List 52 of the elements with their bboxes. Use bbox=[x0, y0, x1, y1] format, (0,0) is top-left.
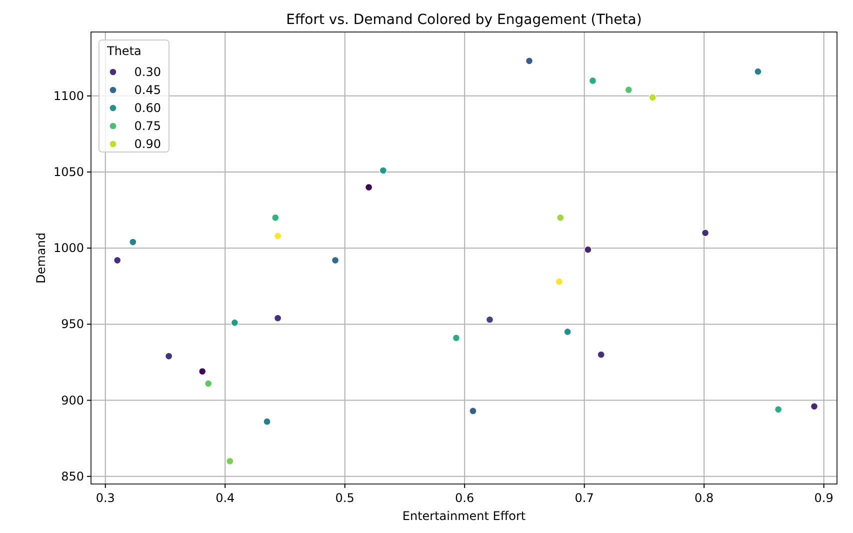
point bbox=[810, 402, 818, 410]
chart-title: Effort vs. Demand Colored by Engagement (Theta) bbox=[286, 12, 642, 28]
y-tick-label: 950 bbox=[61, 317, 84, 332]
legend-title: Theta bbox=[106, 44, 142, 58]
point bbox=[230, 318, 239, 327]
point bbox=[452, 334, 460, 342]
y-tick-label: 1100 bbox=[53, 88, 84, 103]
point bbox=[555, 278, 564, 286]
point bbox=[754, 68, 762, 76]
y-axis-title: Demand bbox=[34, 232, 48, 284]
legend-label: 0.90 bbox=[134, 137, 161, 151]
point bbox=[331, 256, 340, 264]
legend-label: 0.75 bbox=[134, 119, 161, 133]
point bbox=[469, 406, 477, 415]
point bbox=[564, 328, 572, 336]
y-tick-label: 1000 bbox=[53, 241, 84, 256]
point bbox=[198, 367, 206, 376]
y-tick-label: 1050 bbox=[53, 165, 84, 180]
legend-label: 0.60 bbox=[134, 101, 161, 115]
x-tick-label: 0.3 bbox=[96, 491, 115, 505]
x-axis-title: Entertainment Effort bbox=[402, 509, 526, 523]
x-tick-label: 0.5 bbox=[335, 491, 354, 505]
legend-label: 0.45 bbox=[134, 83, 161, 97]
point bbox=[271, 214, 280, 222]
x-tick-label: 0.6 bbox=[455, 491, 474, 505]
point bbox=[263, 418, 271, 426]
y-tick-label: 850 bbox=[61, 469, 84, 484]
point bbox=[164, 352, 173, 360]
point bbox=[486, 316, 494, 324]
point bbox=[113, 256, 122, 264]
point bbox=[624, 86, 633, 94]
y-tick-label: 900 bbox=[61, 393, 84, 408]
point bbox=[128, 238, 137, 246]
point bbox=[525, 56, 534, 65]
point bbox=[584, 246, 592, 254]
point bbox=[274, 232, 282, 240]
x-tick-label: 0.7 bbox=[574, 491, 594, 505]
point bbox=[588, 76, 597, 85]
x-tick-label: 0.4 bbox=[216, 491, 235, 505]
point bbox=[597, 350, 606, 359]
x-tick-label: 0.9 bbox=[814, 491, 834, 505]
legend-label: 0.30 bbox=[134, 65, 161, 79]
point bbox=[364, 183, 373, 192]
point bbox=[556, 214, 564, 222]
point bbox=[379, 166, 388, 174]
point bbox=[274, 314, 282, 322]
point bbox=[648, 93, 657, 102]
point bbox=[774, 405, 782, 414]
point bbox=[701, 228, 710, 237]
point bbox=[204, 380, 212, 388]
point bbox=[226, 457, 234, 466]
x-tick-label: 0.8 bbox=[694, 491, 714, 505]
